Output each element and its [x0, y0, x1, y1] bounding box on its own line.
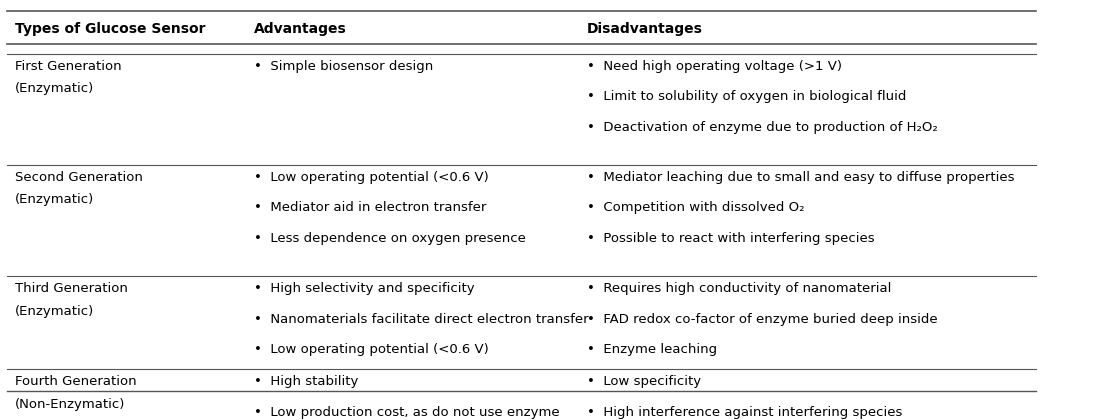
- Text: •  Mediator aid in electron transfer: • Mediator aid in electron transfer: [254, 202, 486, 215]
- Text: •  Simple biosensor design: • Simple biosensor design: [254, 60, 434, 73]
- Text: •  Limit to solubility of oxygen in biological fluid: • Limit to solubility of oxygen in biolo…: [586, 90, 906, 103]
- Text: First Generation: First Generation: [15, 60, 122, 73]
- Text: Advantages: Advantages: [254, 21, 347, 36]
- Text: (Non-Enzymatic): (Non-Enzymatic): [15, 397, 125, 410]
- Text: •  Low operating potential (<0.6 V): • Low operating potential (<0.6 V): [254, 343, 489, 356]
- Text: •  Less dependence on oxygen presence: • Less dependence on oxygen presence: [254, 232, 526, 245]
- Text: •  Low operating potential (<0.6 V): • Low operating potential (<0.6 V): [254, 171, 489, 184]
- Text: Third Generation: Third Generation: [15, 282, 127, 295]
- Text: •  Low production cost, as do not use enzyme: • Low production cost, as do not use enz…: [254, 406, 560, 419]
- Text: •  Possible to react with interfering species: • Possible to react with interfering spe…: [586, 232, 874, 245]
- Text: Disadvantages: Disadvantages: [586, 21, 703, 36]
- Text: •  Nanomaterials facilitate direct electron transfer: • Nanomaterials facilitate direct electr…: [254, 312, 589, 326]
- Text: •  Low specificity: • Low specificity: [586, 375, 701, 389]
- Text: •  High interference against interfering species: • High interference against interfering …: [586, 406, 903, 419]
- Text: (Enzymatic): (Enzymatic): [15, 193, 94, 206]
- Text: (Enzymatic): (Enzymatic): [15, 82, 94, 95]
- Text: (Enzymatic): (Enzymatic): [15, 304, 94, 318]
- Text: •  FAD redox co-factor of enzyme buried deep inside: • FAD redox co-factor of enzyme buried d…: [586, 312, 938, 326]
- Text: Types of Glucose Sensor: Types of Glucose Sensor: [15, 21, 205, 36]
- Text: Second Generation: Second Generation: [15, 171, 143, 184]
- Text: •  Deactivation of enzyme due to production of H₂O₂: • Deactivation of enzyme due to producti…: [586, 121, 938, 134]
- Text: •  High stability: • High stability: [254, 375, 358, 389]
- Text: •  Enzyme leaching: • Enzyme leaching: [586, 343, 717, 356]
- Text: •  Mediator leaching due to small and easy to diffuse properties: • Mediator leaching due to small and eas…: [586, 171, 1015, 184]
- Text: •  Competition with dissolved O₂: • Competition with dissolved O₂: [586, 202, 804, 215]
- Text: •  High selectivity and specificity: • High selectivity and specificity: [254, 282, 474, 295]
- Text: Fourth Generation: Fourth Generation: [15, 375, 136, 389]
- Text: •  Need high operating voltage (>1 V): • Need high operating voltage (>1 V): [586, 60, 842, 73]
- Text: •  Requires high conductivity of nanomaterial: • Requires high conductivity of nanomate…: [586, 282, 892, 295]
